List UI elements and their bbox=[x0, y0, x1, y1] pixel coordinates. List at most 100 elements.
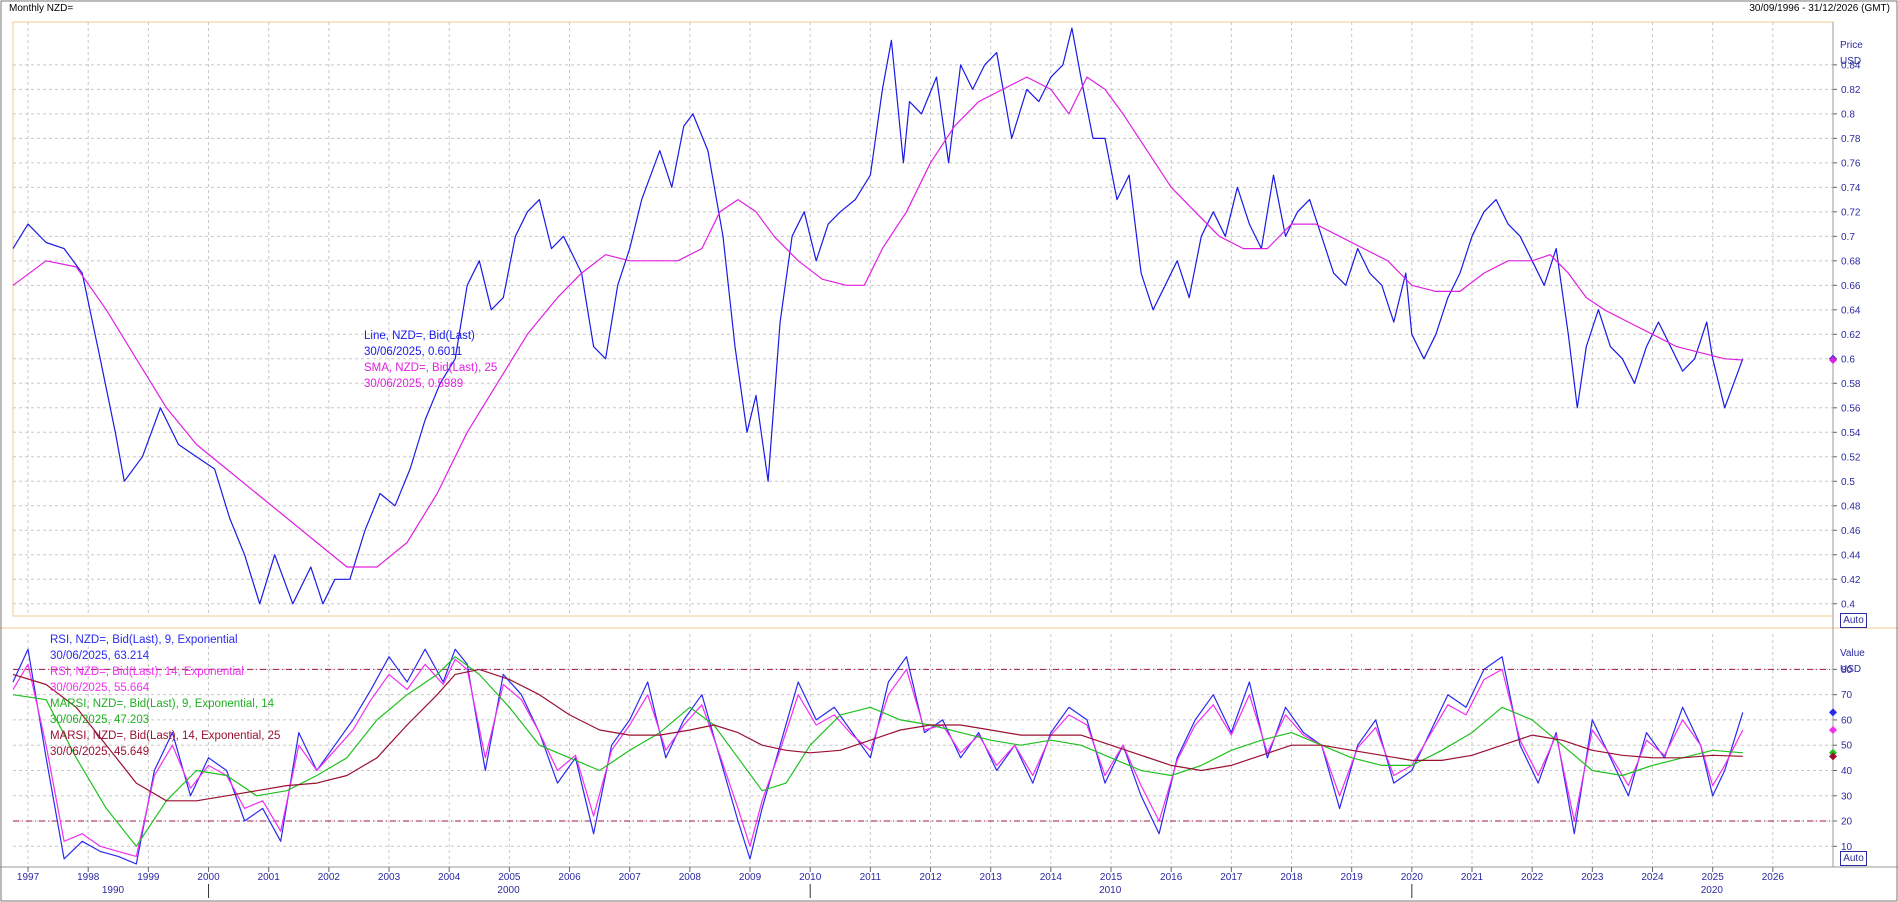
price-tick-label: 0.44 bbox=[1841, 550, 1861, 561]
price-tick-label: 0.42 bbox=[1841, 575, 1861, 586]
price-tick-label: 0.4 bbox=[1841, 599, 1855, 610]
value-tick-label: 40 bbox=[1841, 766, 1853, 777]
year-label: 2008 bbox=[679, 872, 702, 883]
year-label: 2023 bbox=[1581, 872, 1604, 883]
auto-scale-value-button[interactable]: Auto bbox=[1840, 851, 1867, 866]
value-tick-label: 20 bbox=[1841, 817, 1853, 828]
chart-title: Monthly NZD= bbox=[9, 3, 74, 14]
year-label: 2004 bbox=[438, 872, 461, 883]
value-tick-label: 10 bbox=[1841, 842, 1853, 853]
value-series-line-1 bbox=[12, 658, 1744, 858]
price-tick-label: 0.84 bbox=[1841, 60, 1861, 71]
price-tick-label: 0.54 bbox=[1841, 428, 1861, 439]
price-tick-label: 0.6 bbox=[1841, 354, 1855, 365]
year-label: 2024 bbox=[1641, 872, 1664, 883]
date-range: 30/09/1996 - 31/12/2026 (GMT) bbox=[1749, 3, 1890, 14]
year-label: 1999 bbox=[137, 872, 160, 883]
year-label: 2017 bbox=[1220, 872, 1243, 883]
price-axis-unit: USD bbox=[1840, 56, 1861, 67]
price-last-value-marker-1 bbox=[1829, 356, 1837, 365]
price-series-line-1 bbox=[12, 76, 1743, 568]
year-label: 2020 bbox=[1401, 872, 1424, 883]
value-tick-label: 80 bbox=[1841, 665, 1853, 676]
year-label: 2009 bbox=[739, 872, 762, 883]
year-label: 2018 bbox=[1280, 872, 1303, 883]
year-label: 2021 bbox=[1461, 872, 1484, 883]
price-tick-label: 0.8 bbox=[1841, 109, 1855, 120]
value-axis-unit: USD bbox=[1840, 664, 1861, 675]
price-tick-label: 0.56 bbox=[1841, 403, 1861, 414]
legend-line-name: Line, NZD=, Bid(Last) bbox=[364, 330, 475, 342]
decade-label: 2010 bbox=[1099, 885, 1122, 896]
price-tick-label: 0.46 bbox=[1841, 526, 1861, 537]
price-tick-label: 0.48 bbox=[1841, 501, 1861, 512]
year-label: 2000 bbox=[197, 872, 220, 883]
value-series-line-3 bbox=[12, 668, 1743, 802]
year-label: 2013 bbox=[980, 872, 1003, 883]
year-label: 2001 bbox=[258, 872, 281, 883]
legend-line-value: 30/06/2025, 0.6011 bbox=[364, 346, 462, 358]
year-label: 2002 bbox=[318, 872, 341, 883]
series bbox=[12, 27, 1837, 865]
value-axis-label: Value bbox=[1840, 648, 1865, 659]
value-tick-label: 30 bbox=[1841, 791, 1853, 802]
price-tick-label: 0.64 bbox=[1841, 305, 1861, 316]
year-label: 2022 bbox=[1521, 872, 1544, 883]
auto-scale-price-button[interactable]: Auto bbox=[1840, 613, 1867, 628]
price-tick-label: 0.82 bbox=[1841, 85, 1861, 96]
price-tick-label: 0.5 bbox=[1841, 477, 1855, 488]
year-label: 2011 bbox=[860, 872, 882, 883]
year-label: 2005 bbox=[498, 872, 521, 883]
decade-label: 1990 bbox=[102, 885, 125, 896]
price-series-line-0 bbox=[12, 27, 1744, 605]
year-label: 2025 bbox=[1702, 872, 1725, 883]
price-legend: Line, NZD=, Bid(Last) 30/06/2025, 0.6011… bbox=[364, 330, 497, 390]
price-tick-label: 0.72 bbox=[1841, 207, 1861, 218]
price-axis-label: Price bbox=[1840, 40, 1863, 51]
year-label: 2010 bbox=[799, 872, 822, 883]
legend-sma-name: SMA, NZD=, Bid(Last), 25 bbox=[364, 362, 497, 374]
value-last-value-marker-1 bbox=[1829, 726, 1837, 735]
decade-label: 2020 bbox=[1701, 885, 1724, 896]
value-last-value-marker-0 bbox=[1829, 708, 1837, 717]
value-series-line-0 bbox=[12, 648, 1744, 865]
legend-marsi9-value: 30/06/2025, 47.203 bbox=[50, 714, 149, 726]
price-tick-label: 0.62 bbox=[1841, 330, 1861, 341]
legend-rsi9-name: RSI, NZD=, Bid(Last), 9, Exponential bbox=[50, 634, 238, 646]
legend-rsi9-value: 30/06/2025, 63.214 bbox=[50, 650, 150, 662]
legend-sma-value: 30/06/2025, 0.5989 bbox=[364, 378, 463, 390]
year-label: 2006 bbox=[558, 872, 581, 883]
year-label: 2019 bbox=[1341, 872, 1364, 883]
price-tick-label: 0.78 bbox=[1841, 134, 1861, 145]
legend-marsi14-value: 30/06/2025, 45.649 bbox=[50, 746, 149, 758]
year-label: 2012 bbox=[919, 872, 942, 883]
legend-marsi14-name: MARSI, NZD=, Bid(Last), 14, Exponential,… bbox=[50, 730, 280, 742]
legend-rsi14-name: RSI, NZD=, Bid(Last), 14, Exponential bbox=[50, 666, 244, 678]
value-series-line-2 bbox=[12, 656, 1743, 847]
year-label: 2014 bbox=[1040, 872, 1063, 883]
year-label: 1997 bbox=[17, 872, 40, 883]
price-tick-label: 0.7 bbox=[1841, 232, 1855, 243]
value-last-value-marker-3 bbox=[1829, 752, 1837, 761]
value-axis-title: Value USD bbox=[1840, 648, 1865, 675]
price-tick-label: 0.76 bbox=[1841, 158, 1861, 169]
price-tick-label: 0.58 bbox=[1841, 379, 1861, 390]
legend-marsi9-name: MARSI, NZD=, Bid(Last), 9, Exponential, … bbox=[50, 698, 275, 710]
price-tick-label: 0.68 bbox=[1841, 256, 1861, 267]
price-axis-title: Price USD bbox=[1840, 40, 1863, 67]
grid bbox=[13, 22, 1833, 864]
year-label: 1998 bbox=[77, 872, 100, 883]
axes: 1997 1998 1999 2000 2001 2002 2003 2004 2005 2006… bbox=[17, 60, 1861, 898]
price-tick-label: 0.66 bbox=[1841, 281, 1861, 292]
year-label: 2016 bbox=[1160, 872, 1183, 883]
value-tick-label: 70 bbox=[1841, 690, 1853, 701]
year-label: 2015 bbox=[1100, 872, 1123, 883]
year-label: 2003 bbox=[378, 872, 401, 883]
value-tick-label: 60 bbox=[1841, 715, 1853, 726]
price-tick-label: 0.52 bbox=[1841, 452, 1861, 463]
decade-label: 2000 bbox=[497, 885, 520, 896]
